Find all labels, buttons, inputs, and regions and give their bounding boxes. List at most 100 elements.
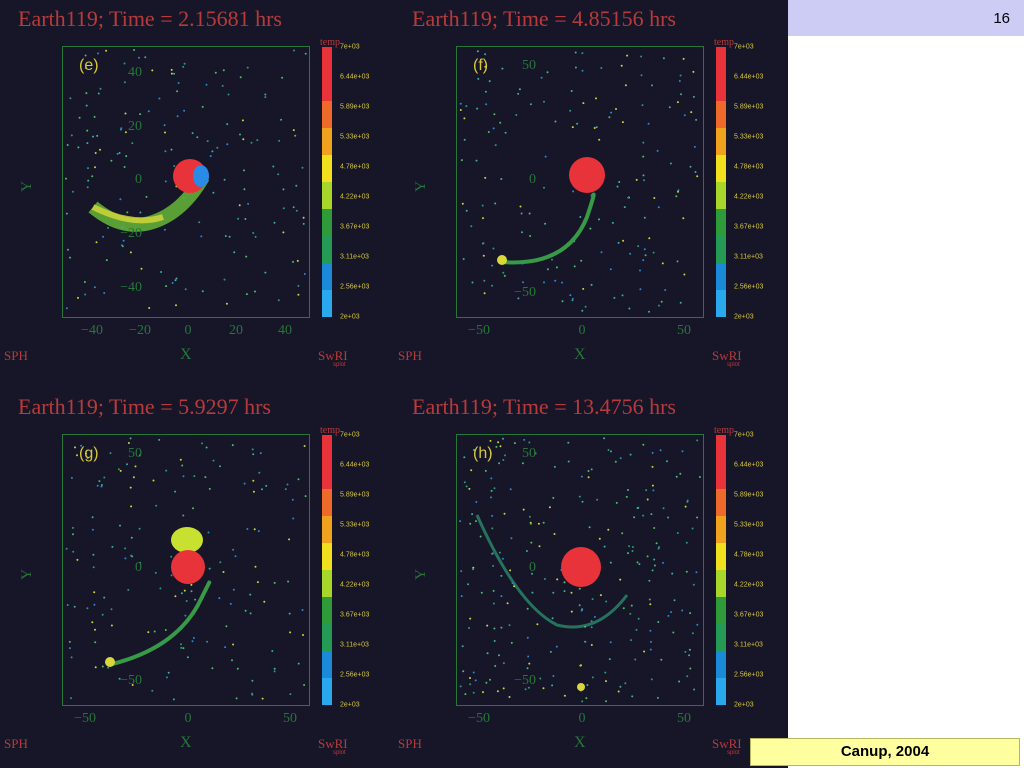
particle	[598, 537, 601, 540]
particle	[273, 581, 276, 584]
particle	[538, 545, 541, 548]
particle	[501, 67, 504, 70]
particle	[517, 297, 520, 300]
particle	[636, 561, 639, 564]
particle	[489, 452, 492, 455]
particle	[138, 454, 141, 457]
particle	[662, 57, 665, 60]
particle	[236, 667, 239, 670]
y-tick: −50	[514, 285, 536, 300]
particle	[636, 507, 639, 510]
particle	[570, 591, 573, 594]
particle	[611, 221, 614, 224]
particle	[96, 134, 99, 137]
particle	[587, 476, 590, 479]
particle	[530, 541, 533, 544]
particle	[301, 166, 304, 169]
particle	[119, 198, 122, 201]
particle	[292, 517, 295, 520]
particle	[164, 629, 167, 631]
colorbar-segment	[322, 462, 332, 489]
particle	[556, 578, 559, 581]
particle	[107, 666, 110, 669]
particle	[563, 581, 566, 584]
particle	[273, 670, 276, 673]
particle	[176, 90, 179, 93]
particle	[181, 464, 184, 467]
particle	[501, 557, 504, 560]
particle	[238, 204, 241, 207]
particle	[176, 115, 179, 118]
particle	[244, 218, 247, 220]
y-axis-label: Y	[412, 181, 429, 192]
colorbar-label: 4.22e+03	[734, 581, 764, 589]
particle	[459, 102, 462, 105]
particle	[252, 490, 255, 493]
particle	[581, 309, 584, 312]
particle	[234, 555, 237, 558]
particle	[180, 643, 182, 646]
particle	[623, 206, 626, 209]
colorbar-label: 5.89e+03	[340, 103, 370, 111]
particle	[66, 604, 69, 606]
particle	[469, 522, 472, 525]
particle	[480, 591, 483, 594]
y-axis-label: Y	[18, 181, 35, 192]
particle	[99, 148, 101, 151]
particle	[528, 515, 531, 518]
particle	[216, 146, 219, 149]
particle	[503, 274, 506, 277]
particle	[689, 667, 692, 670]
particle	[464, 693, 467, 696]
particle	[86, 607, 89, 610]
particle	[123, 81, 126, 84]
particle	[673, 599, 676, 602]
particle	[627, 552, 629, 555]
particle	[252, 453, 255, 456]
particle	[127, 588, 130, 591]
particle	[147, 110, 150, 113]
particle	[621, 121, 624, 124]
colorbar-segment	[322, 128, 332, 155]
particle	[482, 242, 485, 245]
y-tick: 0	[529, 560, 536, 575]
particle	[620, 64, 623, 67]
plot-area: (e)	[62, 46, 310, 318]
particle	[94, 152, 97, 154]
particle	[689, 612, 692, 615]
particle	[302, 216, 305, 219]
particle	[693, 145, 696, 148]
particle	[172, 698, 175, 701]
particle-field	[65, 49, 307, 310]
particle	[284, 488, 287, 491]
particle	[630, 639, 633, 642]
particle	[619, 578, 622, 581]
particle	[486, 652, 489, 655]
panel-title: Earth119; Time = 13.4756 hrs	[412, 394, 676, 419]
panel-label: (g)	[79, 445, 99, 462]
particle	[603, 437, 606, 440]
particle	[536, 623, 539, 626]
particle	[695, 118, 698, 121]
particle	[580, 609, 583, 612]
particle	[529, 103, 532, 106]
swri-label: SwRI	[712, 736, 742, 751]
colorbar-label: 6.44e+03	[340, 73, 370, 81]
particle	[551, 258, 553, 261]
particle	[639, 269, 641, 272]
particle	[518, 88, 521, 91]
x-tick: −50	[74, 711, 96, 726]
panel-g: Earth119; Time = 5.9297 hrs (g) 50 0 −50…	[0, 388, 394, 772]
particle	[463, 481, 466, 484]
particle	[256, 581, 259, 584]
particle	[123, 62, 126, 65]
particle	[526, 607, 529, 610]
particle	[134, 465, 137, 468]
particle	[130, 536, 133, 539]
particle	[225, 302, 228, 305]
particle	[581, 700, 584, 703]
particle	[252, 232, 255, 234]
particle	[183, 109, 186, 112]
particle	[629, 252, 632, 255]
particle	[630, 604, 633, 607]
